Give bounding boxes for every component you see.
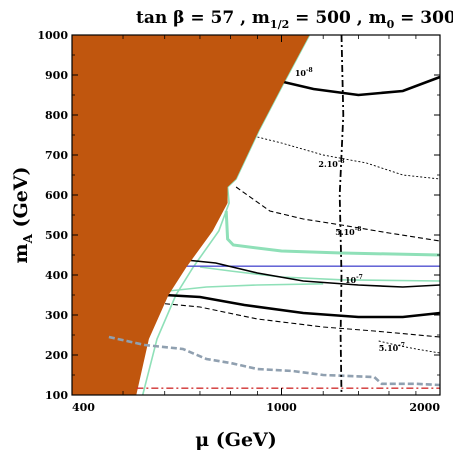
contour-line — [156, 302, 441, 338]
contour-label: 5.10-8 — [335, 226, 361, 237]
vertical-dashdot-line — [338, 34, 345, 396]
y-tick-label: 400 — [45, 269, 68, 282]
plot-area — [72, 34, 441, 396]
y-tick-label: 900 — [45, 69, 68, 82]
contour-line — [175, 258, 441, 288]
chart-title: tan β = 57 , m1/2 = 500 , m0 = 300 — [136, 8, 453, 31]
contour-label: 10-7 — [345, 274, 363, 285]
cosmology-band — [224, 210, 441, 257]
contour-line — [164, 293, 441, 319]
y-tick-label: 200 — [45, 349, 68, 362]
cosmology-band — [199, 266, 441, 282]
y-tick-label: 100 — [45, 389, 68, 402]
x-tick-label: 1000 — [266, 401, 297, 414]
grey-dashed-limit — [108, 335, 441, 387]
contour-line — [257, 136, 441, 180]
contour-label: 10-8 — [295, 67, 313, 78]
x-tick-label: 2000 — [409, 401, 440, 414]
contour-line — [235, 186, 441, 242]
contour-label: 5.10-7 — [379, 342, 405, 353]
excluded-region — [72, 35, 310, 395]
y-tick-label: 1000 — [37, 29, 68, 42]
cosmology-band — [141, 34, 311, 396]
x-tick-label: 400 — [72, 401, 95, 414]
y-tick-label: 600 — [45, 189, 68, 202]
contour-label: 2.10-8 — [318, 158, 344, 169]
contour-line — [378, 340, 441, 354]
y-axis-label: mA (GeV) — [10, 166, 35, 263]
cosmology-band — [168, 283, 324, 292]
y-tick-label: 700 — [45, 149, 68, 162]
y-tick-label: 800 — [45, 109, 68, 122]
y-tick-label: 300 — [45, 309, 68, 322]
x-axis-label: μ (GeV) — [195, 429, 277, 451]
y-tick-label: 500 — [45, 229, 68, 242]
axis-ticks: 100 200 300 400 500 600 700 800 900 1000 400 1000 20… — [37, 29, 441, 414]
contour-labels: 10-8 2.10-8 5.10-8 10-7 5.10-7 — [295, 67, 405, 353]
